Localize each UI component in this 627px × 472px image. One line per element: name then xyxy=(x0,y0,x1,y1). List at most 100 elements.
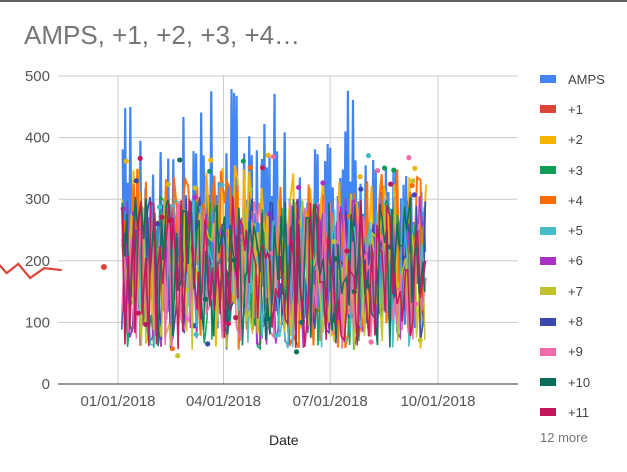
series-point xyxy=(391,167,397,173)
legend-item[interactable]: +9 xyxy=(540,337,627,367)
legend-label: +8 xyxy=(568,314,583,330)
series-point xyxy=(167,217,173,224)
series-point xyxy=(177,157,183,163)
series-point xyxy=(143,321,149,327)
legend-item[interactable]: +4 xyxy=(540,185,627,215)
legend-item[interactable]: +5 xyxy=(540,215,627,245)
series-point xyxy=(225,321,231,327)
series-point xyxy=(265,152,271,158)
legend-swatch xyxy=(540,196,556,205)
legend-swatch xyxy=(540,378,556,387)
series-point xyxy=(205,341,211,347)
series-point xyxy=(406,155,412,161)
series-point xyxy=(135,310,141,316)
series-point xyxy=(175,353,181,359)
x-tick-label: 07/01/2018 xyxy=(293,393,368,410)
series-point xyxy=(219,182,225,188)
series-point xyxy=(259,165,266,171)
legend-swatch xyxy=(540,226,556,235)
series-point xyxy=(154,221,160,227)
y-tick-label: 100 xyxy=(25,314,50,331)
legend-swatch xyxy=(540,75,556,84)
y-tick-label: 300 xyxy=(25,191,50,208)
y-tick-label: 500 xyxy=(25,68,50,85)
series-point xyxy=(137,155,143,161)
x-tick-label: 01/01/2018 xyxy=(80,393,155,410)
y-tick-label: 0 xyxy=(42,376,50,393)
legend-label: +7 xyxy=(568,283,583,299)
series-point xyxy=(381,165,388,171)
series-point xyxy=(296,184,302,191)
top-border xyxy=(0,0,627,2)
x-axis-label: Date xyxy=(269,432,299,448)
series-point xyxy=(247,186,253,193)
series-point xyxy=(344,248,350,254)
series-line xyxy=(121,196,427,350)
legend-item[interactable]: +6 xyxy=(540,246,627,276)
legend-swatch xyxy=(540,105,556,114)
legend-label: +5 xyxy=(568,223,583,239)
series-line xyxy=(121,197,427,349)
series-point xyxy=(388,181,394,187)
series-point xyxy=(411,192,417,198)
series-point xyxy=(333,256,339,262)
legend-item[interactable]: +11 xyxy=(540,397,627,427)
chart-title: AMPS, +1, +2, +3, +4… xyxy=(24,20,301,50)
y-tick-label: 400 xyxy=(25,130,50,147)
legend-label: +10 xyxy=(568,374,591,390)
series-point xyxy=(265,315,271,322)
series-point xyxy=(270,154,277,160)
legend-item[interactable]: +3 xyxy=(540,155,627,185)
legend-item[interactable]: +1 xyxy=(540,94,627,124)
series-point xyxy=(410,178,416,184)
legend-label: +4 xyxy=(568,192,583,208)
legend-swatch xyxy=(540,135,556,144)
series-point xyxy=(165,181,171,187)
series-point xyxy=(240,158,246,164)
series-point xyxy=(374,167,381,174)
legend-label: +2 xyxy=(568,132,583,148)
series-point xyxy=(417,337,423,343)
series-point xyxy=(331,239,337,245)
legend-label: +11 xyxy=(568,404,590,420)
series-point xyxy=(156,204,163,210)
legend-item[interactable]: AMPS xyxy=(540,64,627,94)
series-point xyxy=(358,186,364,192)
series-point xyxy=(207,168,213,174)
legend-swatch xyxy=(540,256,556,265)
x-tick-label: 10/01/2018 xyxy=(400,393,475,410)
legend-label: +1 xyxy=(568,101,583,117)
series-point xyxy=(193,331,199,338)
series-point xyxy=(247,165,253,171)
legend-label: +9 xyxy=(568,344,583,360)
series-point xyxy=(202,296,209,302)
legend-swatch xyxy=(540,287,556,296)
series-point xyxy=(293,349,300,355)
series-plus1-point xyxy=(100,263,107,270)
series-point xyxy=(320,180,326,186)
series-point xyxy=(365,152,371,159)
legend-label: +3 xyxy=(568,162,583,178)
legend-swatch xyxy=(540,317,556,326)
legend-swatch xyxy=(540,347,556,356)
series-point xyxy=(298,319,305,325)
series-point xyxy=(208,157,214,163)
legend-item[interactable]: +7 xyxy=(540,276,627,306)
series-point xyxy=(133,178,139,184)
series-point xyxy=(413,301,419,307)
series-point xyxy=(233,315,239,321)
legend-more-link[interactable]: 12 more xyxy=(540,430,588,445)
x-tick-label: 04/01/2018 xyxy=(186,393,261,410)
legend-label: +6 xyxy=(568,253,583,269)
series-point xyxy=(368,339,374,345)
legend-label: AMPS xyxy=(568,71,605,87)
series-point xyxy=(159,214,165,220)
legend-item[interactable]: +10 xyxy=(540,367,627,397)
data-layer xyxy=(0,89,428,359)
legend-item[interactable]: +8 xyxy=(540,306,627,336)
legend-item[interactable]: +2 xyxy=(540,125,627,155)
series-point xyxy=(123,158,129,164)
axes: 0 100 200 300 400 500 01/01/2018 04/01/2018 07/0… xyxy=(25,68,518,410)
y-tick-label: 200 xyxy=(25,253,50,270)
